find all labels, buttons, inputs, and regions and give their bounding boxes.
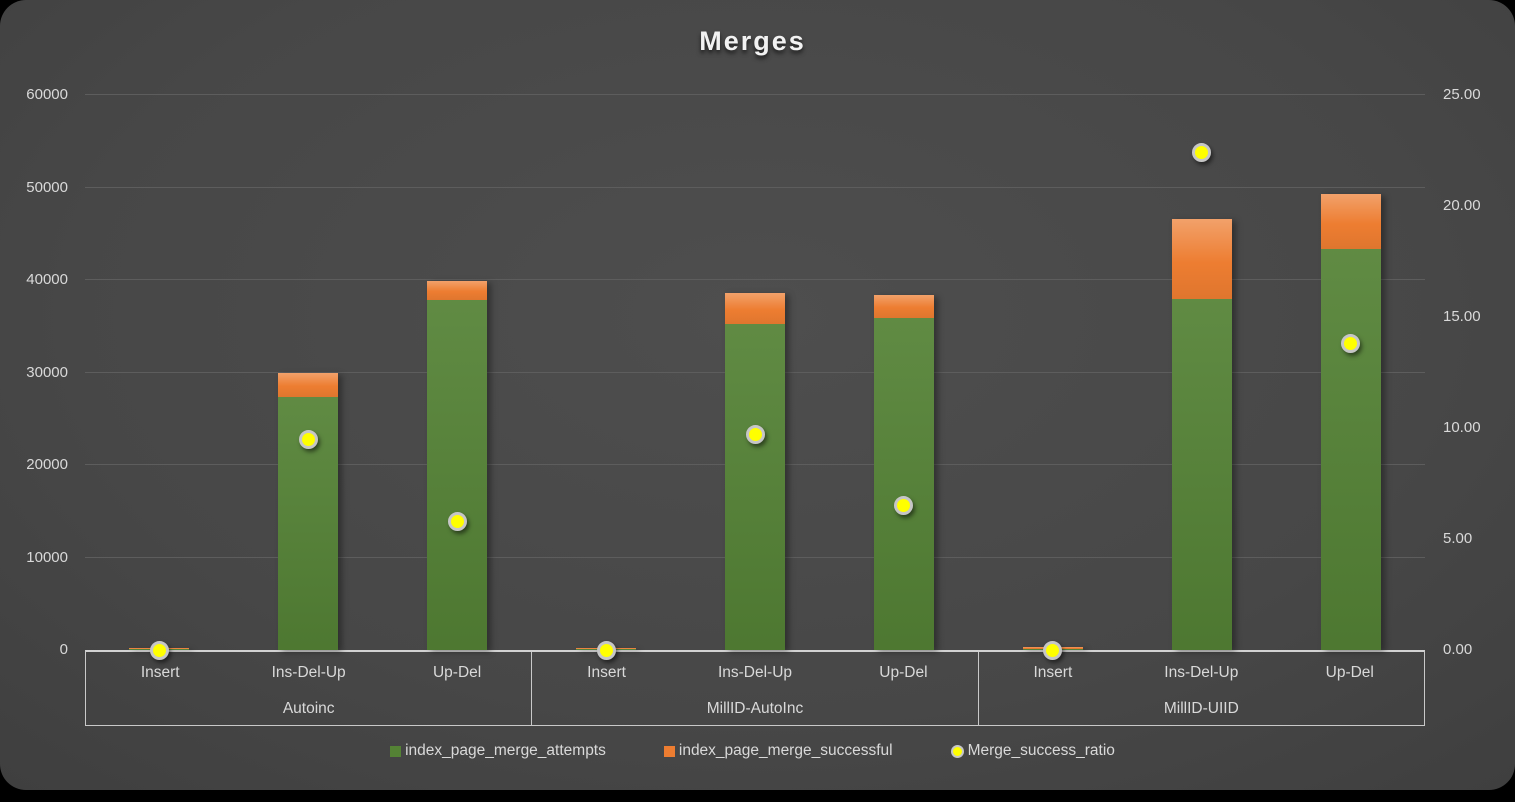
merge-success-ratio-point: [1341, 334, 1361, 354]
category-label: Up-Del: [432, 663, 482, 681]
gridline: [85, 186, 1425, 188]
merge-success-ratio-point: [298, 429, 318, 449]
y-axis-tick-label-right: 25.00: [1443, 86, 1481, 103]
axis-group-millid-uiid: Insert Ins-Del-Up Up-Del MillID-UIID: [977, 652, 1424, 725]
bar-segment-merge-attempts: [873, 317, 934, 650]
merge-success-ratio-point: [1192, 143, 1212, 163]
category-label: Up-Del: [1325, 663, 1374, 681]
orange-square-icon: [663, 745, 675, 757]
category-label: Insert: [1033, 663, 1073, 681]
merge-success-ratio-point: [149, 640, 169, 660]
plot-area: [85, 94, 1425, 660]
stacked-bar: [873, 294, 934, 650]
category-row: Insert Ins-Del-Up Up-Del: [979, 652, 1424, 693]
category-label: Insert: [140, 663, 180, 681]
category-label: Ins-Del-Up: [1164, 663, 1239, 681]
gridline: [85, 94, 1425, 95]
green-square-icon: [390, 745, 402, 757]
y-axis-tick-label-left: 0: [59, 641, 68, 658]
bar-segment-merge-successful: [1171, 218, 1232, 299]
stacked-bar: [278, 372, 339, 650]
merge-success-ratio-point: [894, 496, 914, 516]
y-axis-tick-label-right: 10.00: [1443, 419, 1481, 436]
stacked-bar: [427, 280, 488, 650]
category-label: Ins-Del-Up: [717, 663, 793, 681]
merge-success-ratio-point: [745, 425, 765, 445]
merge-success-ratio-point: [596, 640, 616, 660]
bar-segment-merge-successful: [427, 280, 488, 301]
y-axis-tick-label-left: 20000: [26, 456, 68, 473]
group-label: Autoinc: [282, 700, 335, 718]
legend-item-attempts: index_page_merge_attempts: [390, 742, 606, 760]
bar-segment-merge-successful: [725, 293, 785, 325]
category-label: Ins-Del-Up: [271, 663, 346, 681]
category-row: Insert Ins-Del-Up Up-Del: [86, 652, 531, 693]
chart-legend: index_page_merge_attempts index_page_mer…: [0, 742, 1505, 760]
bar-segment-merge-successful: [1320, 194, 1381, 249]
bar-segment-merge-successful: [873, 294, 934, 318]
category-row: Insert Ins-Del-Up Up-Del: [532, 652, 977, 693]
y-axis-tick-label-left: 30000: [26, 363, 68, 381]
y-axis-right: 0.00 5.00 10.00 15.00 20.00 25.00: [1443, 86, 1513, 658]
bar-segment-merge-attempts: [427, 300, 488, 650]
y-axis-left: 0 10000 20000 30000 40000 50000 60000: [0, 86, 68, 658]
y-axis-tick-label-right: 0.00: [1443, 641, 1473, 658]
category-label: Up-Del: [879, 663, 928, 681]
y-axis-tick-label-left: 10000: [26, 548, 68, 566]
y-axis-tick-label-left: 40000: [26, 271, 68, 288]
axis-group-millid-autoinc: Insert Ins-Del-Up Up-Del MillID-AutoInc: [531, 652, 977, 725]
merge-success-ratio-point: [447, 511, 467, 531]
legend-label: Merge_success_ratio: [967, 742, 1115, 759]
group-label: MillID-AutoInc: [706, 700, 804, 718]
category-axis-band: Insert Ins-Del-Up Up-Del Autoinc Insert …: [85, 650, 1425, 726]
legend-item-ratio: Merge_success_ratio: [950, 742, 1115, 760]
bar-segment-merge-attempts: [725, 324, 785, 650]
y-axis-tick-label-left: 60000: [26, 86, 68, 103]
merge-success-ratio-point: [1043, 640, 1063, 660]
y-axis-tick-label-right: 20.00: [1443, 197, 1481, 214]
gridline: [85, 279, 1425, 280]
y-axis-tick-label-left: 50000: [26, 178, 68, 196]
yellow-circle-icon: [950, 744, 964, 758]
bar-segment-merge-attempts: [1320, 248, 1381, 650]
chart-title: Merges: [699, 26, 806, 56]
category-label: Insert: [587, 663, 626, 681]
y-axis-tick-label-right: 15.00: [1443, 308, 1481, 325]
axis-group-autoinc: Insert Ins-Del-Up Up-Del Autoinc: [86, 652, 531, 725]
stacked-bar: [1320, 194, 1381, 650]
stacked-bar: [725, 293, 785, 650]
y-axis-tick-label-right: 5.00: [1443, 530, 1473, 547]
legend-label: index_page_merge_attempts: [405, 742, 606, 759]
stacked-bar: [1171, 218, 1232, 650]
bar-segment-merge-successful: [278, 372, 339, 397]
legend-label: index_page_merge_successful: [678, 742, 893, 759]
group-label: MillID-UIID: [1163, 700, 1239, 718]
bar-segment-merge-attempts: [1171, 298, 1232, 650]
legend-item-successful: index_page_merge_successful: [663, 742, 893, 760]
